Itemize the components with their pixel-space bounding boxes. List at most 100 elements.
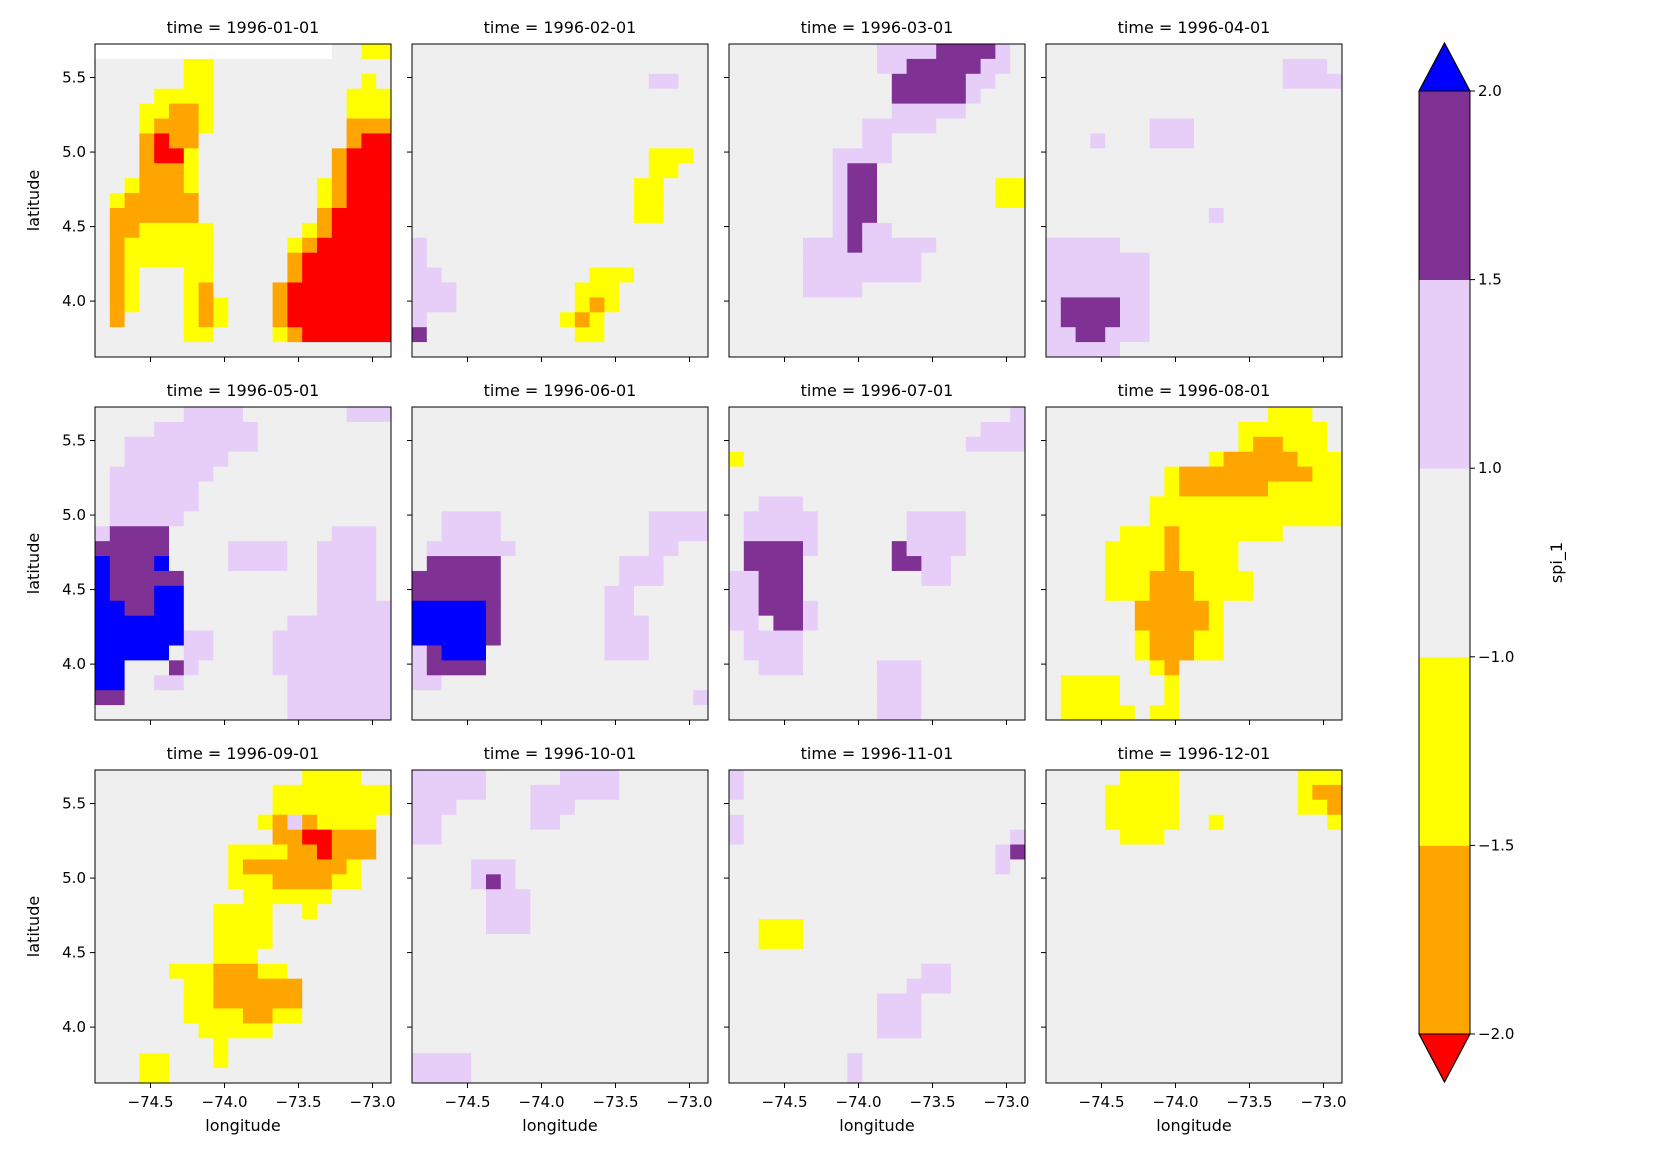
heatmap-cell [272, 1023, 392, 1039]
heatmap-cell [412, 466, 709, 482]
heatmap-cell [936, 237, 1026, 254]
heatmap-cell [803, 570, 922, 587]
heatmap-cell [995, 73, 1026, 90]
heatmap-cell [729, 407, 1011, 423]
heatmap-cell [317, 193, 333, 209]
heatmap-cell [817, 615, 1026, 631]
heatmap-cell [412, 237, 428, 254]
heatmap-cell [1120, 829, 1165, 845]
heatmap-cell [1046, 451, 1210, 468]
facet-title: time = 1996-01-01 [167, 18, 320, 37]
colorbar-tick-label: −1.5 [1478, 836, 1514, 854]
heatmap-cell [213, 222, 303, 239]
heatmap-cell [1046, 342, 1121, 358]
heatmap-cell [1179, 690, 1343, 706]
heatmap-cell [183, 297, 199, 313]
heatmap-cell [1120, 342, 1343, 358]
heatmap-cell [530, 919, 709, 935]
heatmap-cell [1149, 133, 1195, 149]
heatmap-cell [1046, 1068, 1343, 1084]
heatmap-cell [862, 133, 893, 149]
heatmap-cell [877, 660, 922, 676]
heatmap-cell [1046, 570, 1106, 587]
heatmap-cell [412, 993, 709, 1009]
heatmap-cell [663, 556, 709, 572]
heatmap-cell [302, 978, 392, 994]
heatmap-cell [412, 511, 442, 527]
heatmap-cell [154, 118, 199, 134]
heatmap-cell [965, 541, 1026, 557]
heatmap-cell [139, 163, 185, 179]
heatmap-cell [560, 770, 620, 786]
heatmap-cell [1120, 237, 1343, 254]
heatmap-cell [1046, 859, 1343, 875]
heatmap-cell [951, 978, 1026, 994]
heatmap-cell [109, 252, 125, 268]
heatmap-cell [198, 207, 318, 224]
heatmap-cell [169, 660, 185, 676]
heatmap-cell [412, 541, 428, 557]
y-axis-label: latitude [24, 896, 43, 957]
heatmap-cell [729, 511, 745, 527]
heatmap-cell [486, 784, 531, 801]
heatmap-cell [302, 237, 318, 254]
heatmap-cell [169, 1068, 392, 1084]
heatmap-cell [619, 784, 709, 801]
heatmap-cell [574, 312, 590, 328]
heatmap-cell [95, 103, 140, 119]
heatmap-cell [877, 58, 907, 75]
heatmap-cell [965, 526, 1026, 542]
facet-title: time = 1996-02-01 [484, 18, 637, 37]
heatmap-cell [198, 148, 333, 164]
heatmap-cell [243, 1008, 273, 1024]
heatmap-cell [412, 784, 487, 801]
heatmap-cell [832, 178, 848, 194]
heatmap-cell [1105, 327, 1150, 343]
heatmap-cell [1046, 178, 1343, 194]
heatmap-cell [317, 585, 377, 602]
heatmap-cell [634, 267, 709, 283]
heatmap-cell [302, 327, 392, 343]
heatmap-cell [287, 541, 318, 557]
heatmap-cell [1046, 1008, 1343, 1024]
heatmap-cell [124, 252, 214, 268]
y-tick-label: 4.0 [62, 655, 86, 673]
heatmap-cell [109, 526, 170, 542]
heatmap-cell [729, 118, 863, 134]
heatmap-cell [921, 690, 1026, 706]
heatmap-cell [109, 237, 125, 254]
heatmap-cell [1268, 407, 1313, 423]
heatmap-cell [317, 904, 392, 920]
heatmap-cell [272, 282, 288, 298]
heatmap-cell [95, 436, 125, 453]
heatmap-cell [921, 267, 1026, 283]
heatmap-cell [486, 770, 561, 786]
heatmap-cell [228, 541, 288, 557]
heatmap-cell [634, 193, 664, 209]
heatmap-cell [287, 312, 392, 328]
heatmap-cell [412, 963, 709, 980]
heatmap-cell [426, 252, 709, 268]
heatmap-cell [891, 133, 1026, 149]
heatmap-cell [500, 585, 605, 602]
heatmap-cell [198, 133, 347, 149]
heatmap-cell [412, 282, 457, 298]
heatmap-cell [1046, 844, 1343, 860]
heatmap-cell [317, 844, 333, 860]
heatmap-cell [560, 814, 709, 831]
heatmap-cell [1164, 829, 1343, 845]
heatmap-cell [198, 103, 214, 119]
heatmap-cell [412, 889, 487, 905]
heatmap-cell [95, 1038, 214, 1054]
heatmap-cell [1134, 630, 1150, 646]
heatmap-cell [95, 904, 214, 920]
heatmap-cell [729, 600, 759, 617]
heatmap-cell [803, 660, 878, 676]
heatmap-cell [1090, 133, 1106, 149]
heatmap-cell [331, 44, 362, 60]
heatmap-cell [287, 237, 303, 254]
heatmap-cell [361, 44, 392, 60]
heatmap-cell [729, 163, 833, 179]
heatmap-cell [213, 73, 362, 90]
heatmap-cell [1046, 963, 1343, 980]
